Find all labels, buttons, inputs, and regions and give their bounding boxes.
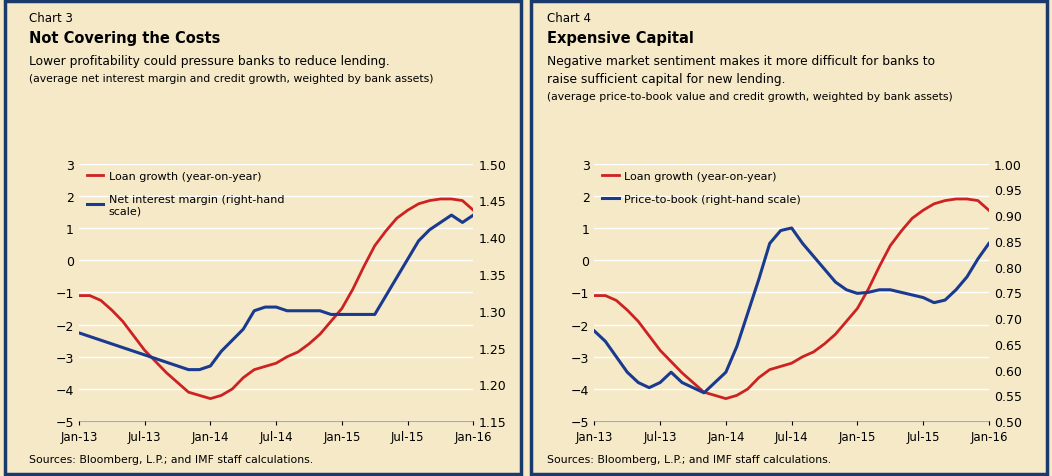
- Text: (average net interest margin and credit growth, weighted by bank assets): (average net interest margin and credit …: [29, 74, 434, 84]
- Text: Not Covering the Costs: Not Covering the Costs: [29, 31, 221, 46]
- Text: Chart 3: Chart 3: [29, 12, 74, 25]
- Text: Negative market sentiment makes it more difficult for banks to: Negative market sentiment makes it more …: [547, 55, 935, 68]
- Text: (average price-to-book value and credit growth, weighted by bank assets): (average price-to-book value and credit …: [547, 91, 953, 101]
- Legend: Loan growth (year-on-year), Net interest margin (right-hand
scale): Loan growth (year-on-year), Net interest…: [84, 170, 286, 218]
- Text: raise sufficient capital for new lending.: raise sufficient capital for new lending…: [547, 72, 786, 85]
- Text: Sources: Bloomberg, L.P.; and IMF staff calculations.: Sources: Bloomberg, L.P.; and IMF staff …: [547, 454, 831, 464]
- Text: Expensive Capital: Expensive Capital: [547, 31, 694, 46]
- Text: Lower profitability could pressure banks to reduce lending.: Lower profitability could pressure banks…: [29, 55, 390, 68]
- Legend: Loan growth (year-on-year), Price-to-book (right-hand scale): Loan growth (year-on-year), Price-to-boo…: [600, 170, 804, 207]
- Text: Sources: Bloomberg, L.P.; and IMF staff calculations.: Sources: Bloomberg, L.P.; and IMF staff …: [29, 454, 313, 464]
- Text: Chart 4: Chart 4: [547, 12, 591, 25]
